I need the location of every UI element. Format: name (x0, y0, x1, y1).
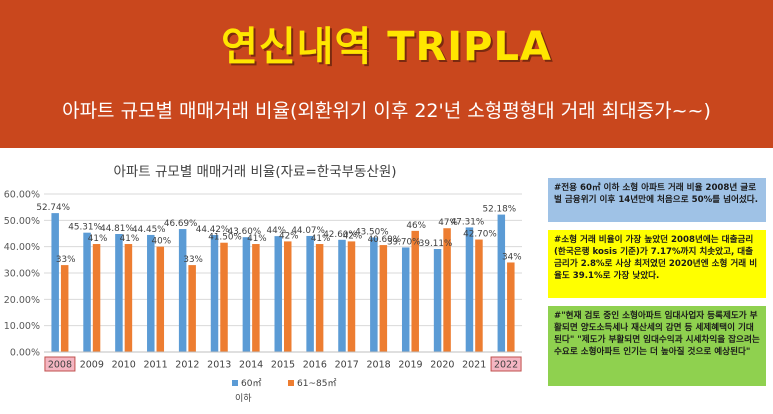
x-tick-label-2019: 2019 (398, 360, 422, 371)
bar-small-2009 (83, 232, 91, 352)
data-label-small-2014: 43.60% (228, 227, 262, 237)
y-tick-label: 40.00% (4, 242, 40, 253)
y-tick-label: 0.00% (10, 348, 40, 359)
bar-medium-2014 (252, 244, 260, 352)
bar-medium-2020 (443, 228, 451, 352)
bar-small-2018 (370, 237, 378, 352)
bar-small-2020 (433, 249, 442, 352)
data-label-medium-2010: 41% (120, 234, 140, 244)
x-tick-label-2016: 2016 (303, 360, 327, 371)
legend-swatch-0 (232, 380, 238, 386)
y-tick-label: 60.00% (4, 190, 40, 201)
x-tick-label-2008: 2008 (48, 360, 72, 371)
data-label-medium-2020: 47% (438, 218, 458, 228)
bar-medium-2009 (92, 244, 101, 352)
data-label-small-2012: 46.69% (164, 219, 198, 229)
bar-small-2008 (51, 213, 59, 352)
data-label-small-2018: 43.50% (355, 227, 389, 237)
data-label-small-2021: 47.31% (451, 217, 485, 227)
data-label-small-2013: 44.42% (196, 225, 230, 235)
note-rental-policy: #"현재 검토 중인 소형아파트 임대사업자 등록제도가 부활되면 양도소득세나… (548, 306, 766, 386)
highlight-box-2022 (490, 356, 522, 372)
main-title: 연신내역 TRIPLA (221, 24, 552, 70)
legend-label-1: 61~85㎡ (297, 378, 336, 389)
bar-small-2017 (338, 239, 346, 352)
data-label-small-2015: 44% (266, 226, 286, 236)
bar-small-2010 (115, 234, 123, 352)
data-label-small-2019: 39.70% (387, 237, 421, 247)
bar-medium-2022 (507, 262, 515, 352)
data-label-medium-2011: 40% (152, 237, 172, 247)
bar-medium-2018 (379, 245, 388, 352)
bar-small-2012 (178, 229, 187, 352)
data-label-medium-2013: 41.50% (208, 233, 242, 243)
note-small-ratio: #전용 60㎡ 이하 소형 아파트 거래 비율 2008년 글로벌 금융위기 이… (548, 178, 766, 222)
chart-title: 아파트 규모별 매매거래 비율(자료=한국부동산원) (113, 164, 396, 180)
legend-swatch-1 (288, 380, 294, 386)
x-tick-label-2018: 2018 (367, 360, 391, 371)
bar-chart: 아파트 규모별 매매거래 비율(자료=한국부동산원) 52.74% 33% 45.3… (4, 164, 522, 404)
note-loan-rate: #소형 거래 비율이 가장 높았던 2008년에는 대출금리(한국은행 kosi… (548, 230, 766, 298)
data-label-small-2009: 45.31% (68, 223, 102, 233)
bar-small-2016 (306, 235, 314, 352)
chart-area: 아파트 규모별 매매거래 비율(자료=한국부동산원) 52.74% 33% 45.3… (0, 148, 538, 414)
bar-medium-2012 (188, 265, 196, 352)
y-tick-label: 30.00% (4, 269, 40, 280)
x-tick-label-2009: 2009 (80, 360, 104, 371)
bar-small-2015 (274, 236, 282, 352)
data-label-medium-2018: 40.60% (368, 235, 402, 245)
x-tick-label-2014: 2014 (239, 360, 263, 371)
bar-small-2022 (497, 214, 506, 352)
data-label-medium-2021: 42.70% (463, 230, 497, 240)
data-label-medium-2014: 41% (247, 234, 267, 244)
bar-medium-2013 (220, 242, 228, 352)
data-label-medium-2009: 41% (88, 234, 108, 244)
bar-small-2011 (147, 234, 155, 352)
data-label-medium-2022: 34% (502, 252, 522, 262)
bar-medium-2011 (156, 246, 165, 352)
data-label-small-2017: 42.60% (323, 230, 357, 240)
bar-small-2019 (401, 247, 410, 352)
bar-medium-2010 (124, 244, 133, 352)
bar-small-2013 (210, 235, 219, 352)
x-tick-label-2013: 2013 (207, 360, 231, 371)
data-label-small-2022: 52.18% (483, 205, 517, 215)
data-label-small-2020: 39.11% (419, 239, 453, 249)
y-tick-label: 10.00% (4, 321, 40, 332)
x-tick-label-2011: 2011 (143, 360, 167, 371)
data-label-medium-2016: 41% (311, 234, 331, 244)
bar-medium-2019 (411, 230, 419, 352)
x-tick-label-2015: 2015 (271, 360, 295, 371)
data-label-small-2011: 44.45% (132, 225, 166, 235)
x-tick-label-2017: 2017 (335, 360, 359, 371)
y-tick-label: 50.00% (4, 216, 40, 227)
data-label-medium-2012: 33% (183, 255, 203, 265)
bar-medium-2021 (475, 239, 483, 352)
x-tick-label-2010: 2010 (112, 360, 136, 371)
x-tick-label-2012: 2012 (175, 360, 199, 371)
x-tick-label-2021: 2021 (462, 360, 486, 371)
data-label-medium-2019: 46% (406, 221, 426, 231)
data-label-medium-2015: 42% (279, 231, 299, 241)
x-tick-label-2020: 2020 (430, 360, 454, 371)
header-banner: 연신내역 TRIPLA 아파트 규모별 매매거래 비율(외환위기 이후 22'년… (0, 0, 773, 148)
data-label-medium-2017: 42% (343, 231, 363, 241)
sub-title: 아파트 규모별 매매거래 비율(외환위기 이후 22'년 소형평형대 거래 최대… (62, 100, 711, 122)
bar-medium-2008 (60, 265, 69, 352)
legend-label-0: 60㎡ 이하 (235, 378, 261, 404)
bar-small-2021 (465, 227, 474, 352)
data-label-medium-2008: 33% (56, 255, 76, 265)
data-label-small-2008: 52.74% (36, 203, 70, 213)
data-label-small-2010: 44.81% (100, 224, 134, 234)
highlight-box-2008 (44, 356, 76, 372)
x-tick-label-2022: 2022 (494, 360, 518, 371)
y-tick-label: 20.00% (4, 295, 40, 306)
bar-medium-2016 (315, 244, 324, 352)
bar-small-2014 (242, 237, 251, 352)
data-label-small-2016: 44.07% (291, 226, 325, 236)
bar-medium-2017 (347, 241, 356, 352)
bar-medium-2015 (284, 241, 292, 352)
